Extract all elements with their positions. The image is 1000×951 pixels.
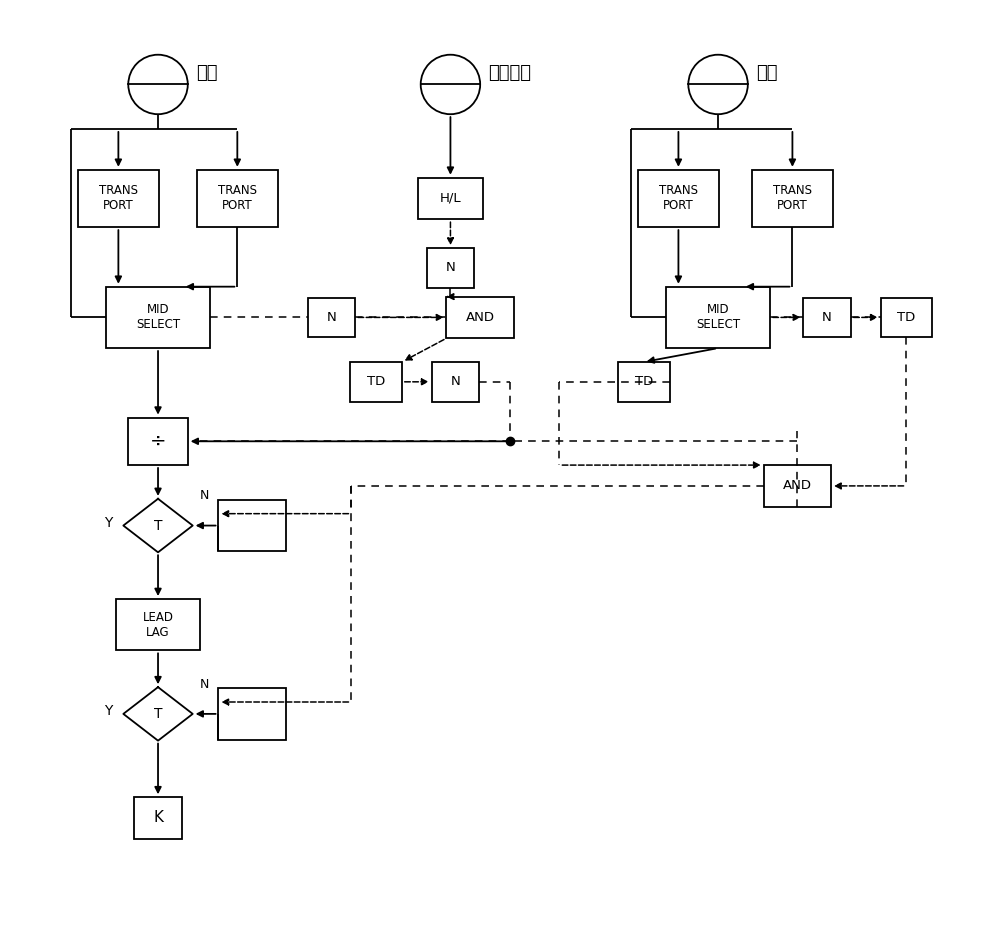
Bar — [350, 362, 402, 401]
Text: N: N — [327, 311, 336, 324]
Text: N: N — [451, 376, 460, 388]
Bar — [432, 362, 479, 401]
Bar — [446, 297, 514, 339]
Text: N: N — [200, 490, 209, 502]
Text: ÷: ÷ — [150, 432, 166, 451]
Polygon shape — [123, 688, 193, 741]
Bar — [764, 465, 831, 507]
Text: N: N — [200, 678, 209, 690]
Text: TRANS
PORT: TRANS PORT — [773, 184, 812, 212]
Text: TD: TD — [635, 376, 653, 388]
Bar — [427, 248, 474, 287]
Bar — [197, 169, 278, 227]
Bar — [218, 689, 286, 740]
Bar — [78, 169, 159, 227]
Text: MID
SELECT: MID SELECT — [696, 303, 740, 331]
Bar — [666, 286, 770, 348]
Bar — [418, 178, 483, 220]
Text: Y: Y — [104, 704, 113, 718]
Bar — [218, 500, 286, 552]
Text: TD: TD — [367, 376, 385, 388]
Text: Y: Y — [104, 515, 113, 530]
Text: TRANS
PORT: TRANS PORT — [99, 184, 138, 212]
Text: 功率: 功率 — [756, 64, 777, 82]
Text: AND: AND — [783, 479, 812, 493]
Bar — [618, 362, 670, 401]
Text: N: N — [446, 262, 455, 274]
Text: LEAD
LAG: LEAD LAG — [143, 611, 174, 639]
Polygon shape — [123, 498, 193, 553]
Text: K: K — [153, 810, 163, 825]
Text: T: T — [154, 518, 162, 533]
Text: TRANS
PORT: TRANS PORT — [659, 184, 698, 212]
Bar — [106, 286, 210, 348]
Bar — [116, 599, 200, 650]
Text: AND: AND — [466, 311, 495, 324]
Text: 主汽压力: 主汽压力 — [488, 64, 531, 82]
Bar — [881, 298, 932, 338]
Text: MID
SELECT: MID SELECT — [136, 303, 180, 331]
Text: H/L: H/L — [440, 192, 461, 205]
Text: TRANS
PORT: TRANS PORT — [218, 184, 257, 212]
Bar — [803, 298, 851, 338]
Text: T: T — [154, 707, 162, 721]
Text: N: N — [822, 311, 832, 324]
Bar — [308, 298, 355, 338]
Bar — [752, 169, 833, 227]
Text: TD: TD — [897, 311, 916, 324]
Text: 煤量: 煤量 — [196, 64, 217, 82]
Bar — [134, 797, 182, 839]
Bar — [128, 417, 188, 465]
Bar — [638, 169, 719, 227]
